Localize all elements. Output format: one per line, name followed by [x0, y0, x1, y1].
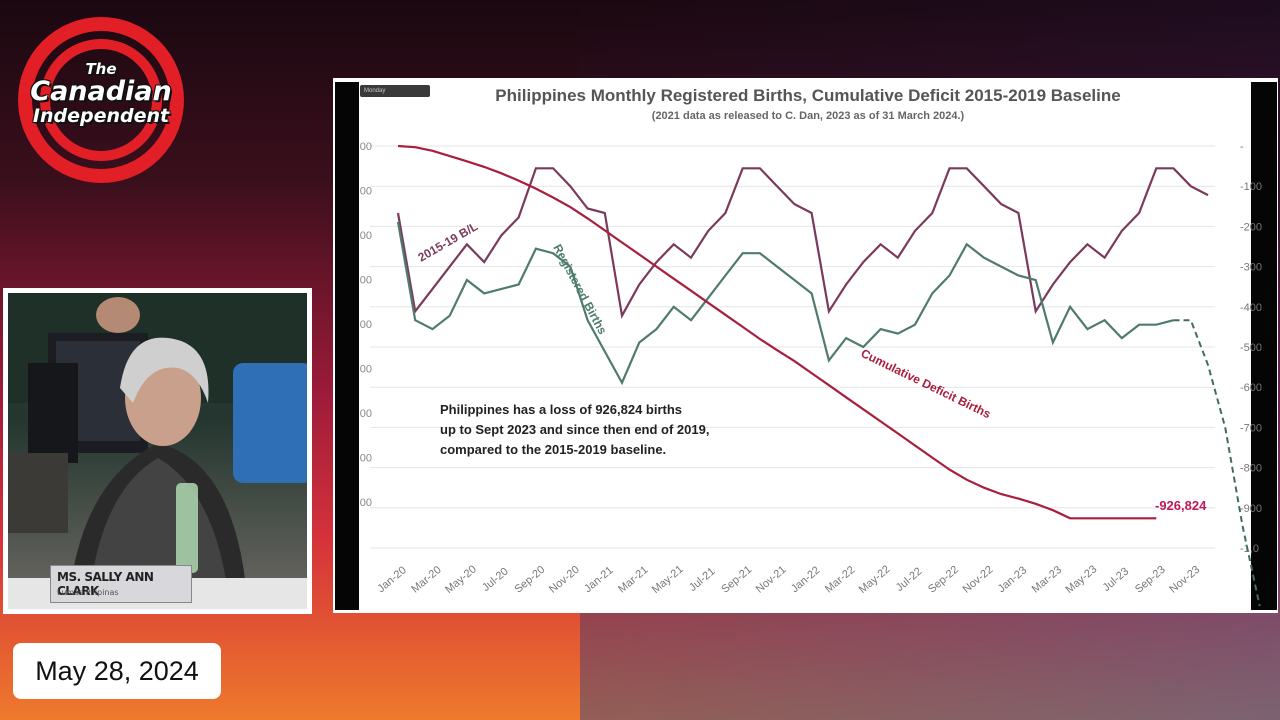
webcam-frame: MS. SALLY ANN CLARK Lumas Pilipinas: [3, 288, 312, 614]
broadcast-date: May 28, 2024: [13, 643, 221, 699]
nameplate-name: MS. SALLY ANN CLARK: [57, 570, 154, 598]
presentation-slide: [333, 78, 1278, 613]
speaker-nameplate: MS. SALLY ANN CLARK Lumas Pilipinas: [50, 565, 192, 603]
logo-ring-icon: [18, 17, 184, 183]
slide-border-right: [1251, 82, 1277, 610]
chart-subtitle: (2021 data as released to C. Dan, 2023 a…: [651, 110, 965, 122]
channel-logo: The Canadian Independent: [18, 12, 184, 188]
logo-line-canadian: Canadian: [30, 76, 172, 107]
chart-title: Philippines Monthly Registered Births, C…: [495, 86, 1121, 105]
webcam-video: MS. SALLY ANN CLARK Lumas Pilipinas: [8, 293, 307, 609]
logo-line-independent: Independent: [32, 105, 170, 127]
logo-line-the: The: [85, 60, 117, 78]
slide-window-tab[interactable]: Monday: [360, 85, 430, 97]
speaker-illustration: [8, 293, 307, 609]
slide-border-left: [335, 82, 359, 610]
nameplate-subtitle: Lumas Pilipinas: [57, 588, 119, 597]
